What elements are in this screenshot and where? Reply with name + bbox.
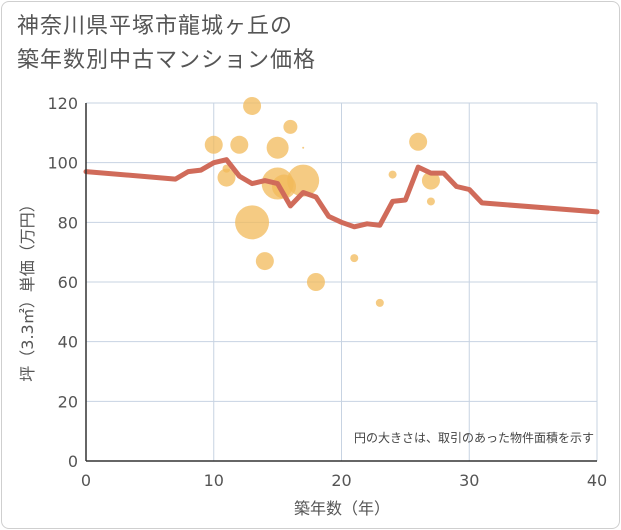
bubbles: [204, 96, 440, 307]
bubble-point-1: [217, 168, 236, 187]
axes: [85, 103, 597, 462]
x-tick-label-20: 20: [331, 471, 351, 490]
bubble-point-18: [421, 171, 440, 190]
bubble-point-17: [409, 132, 428, 151]
bubble-point-10: [283, 119, 298, 134]
x-tick-label-0: 0: [81, 471, 91, 490]
bubble-point-5: [235, 205, 270, 240]
x-tick-label-10: 10: [204, 471, 224, 490]
bubble-point-13: [306, 273, 325, 291]
title-line-1: 神奈川県平塚市龍城ヶ丘の: [17, 14, 294, 39]
grid: [85, 102, 598, 462]
tick-labels: 0 20 40 60 80 100 120 0 10 20 30 40: [47, 94, 607, 490]
average-price-line: [83, 157, 600, 230]
bubble-point-2: [222, 164, 231, 173]
y-tick-label-120: 120: [47, 94, 78, 113]
x-axis-label: 築年数（年）: [294, 499, 390, 518]
bubble-point-16: [388, 170, 397, 179]
chart-title: 神奈川県平塚市龍城ヶ丘の 築年数別中古マンション価格: [17, 10, 577, 78]
y-tick-label-60: 60: [58, 273, 78, 292]
bubble-point-12: [302, 146, 305, 149]
bubble-point-14: [350, 254, 359, 263]
bubble-point-11: [287, 164, 320, 197]
bubble-point-3: [230, 135, 249, 154]
x-tick-label-30: 30: [459, 471, 479, 490]
x-tick-label-40: 40: [587, 471, 607, 490]
bubble-point-15: [375, 298, 384, 307]
y-tick-label-100: 100: [47, 154, 78, 173]
title-line-2: 築年数別中古マンション価格: [17, 48, 317, 73]
y-tick-label-80: 80: [58, 213, 78, 232]
bubble-point-19: [426, 197, 435, 206]
bubble-point-4: [243, 96, 262, 115]
bubble-point-6: [255, 252, 274, 271]
bubble-size-note: 円の大きさは、取引のあった物件面積を示す: [354, 430, 594, 445]
y-axis-label: 坪（3.3㎡）単価（万円）: [18, 196, 37, 381]
y-tick-label-20: 20: [58, 392, 78, 411]
y-tick-label-0: 0: [68, 452, 78, 471]
bubble-point-7: [266, 136, 289, 159]
bubble-point-0: [204, 135, 223, 154]
y-tick-label-40: 40: [58, 333, 78, 352]
